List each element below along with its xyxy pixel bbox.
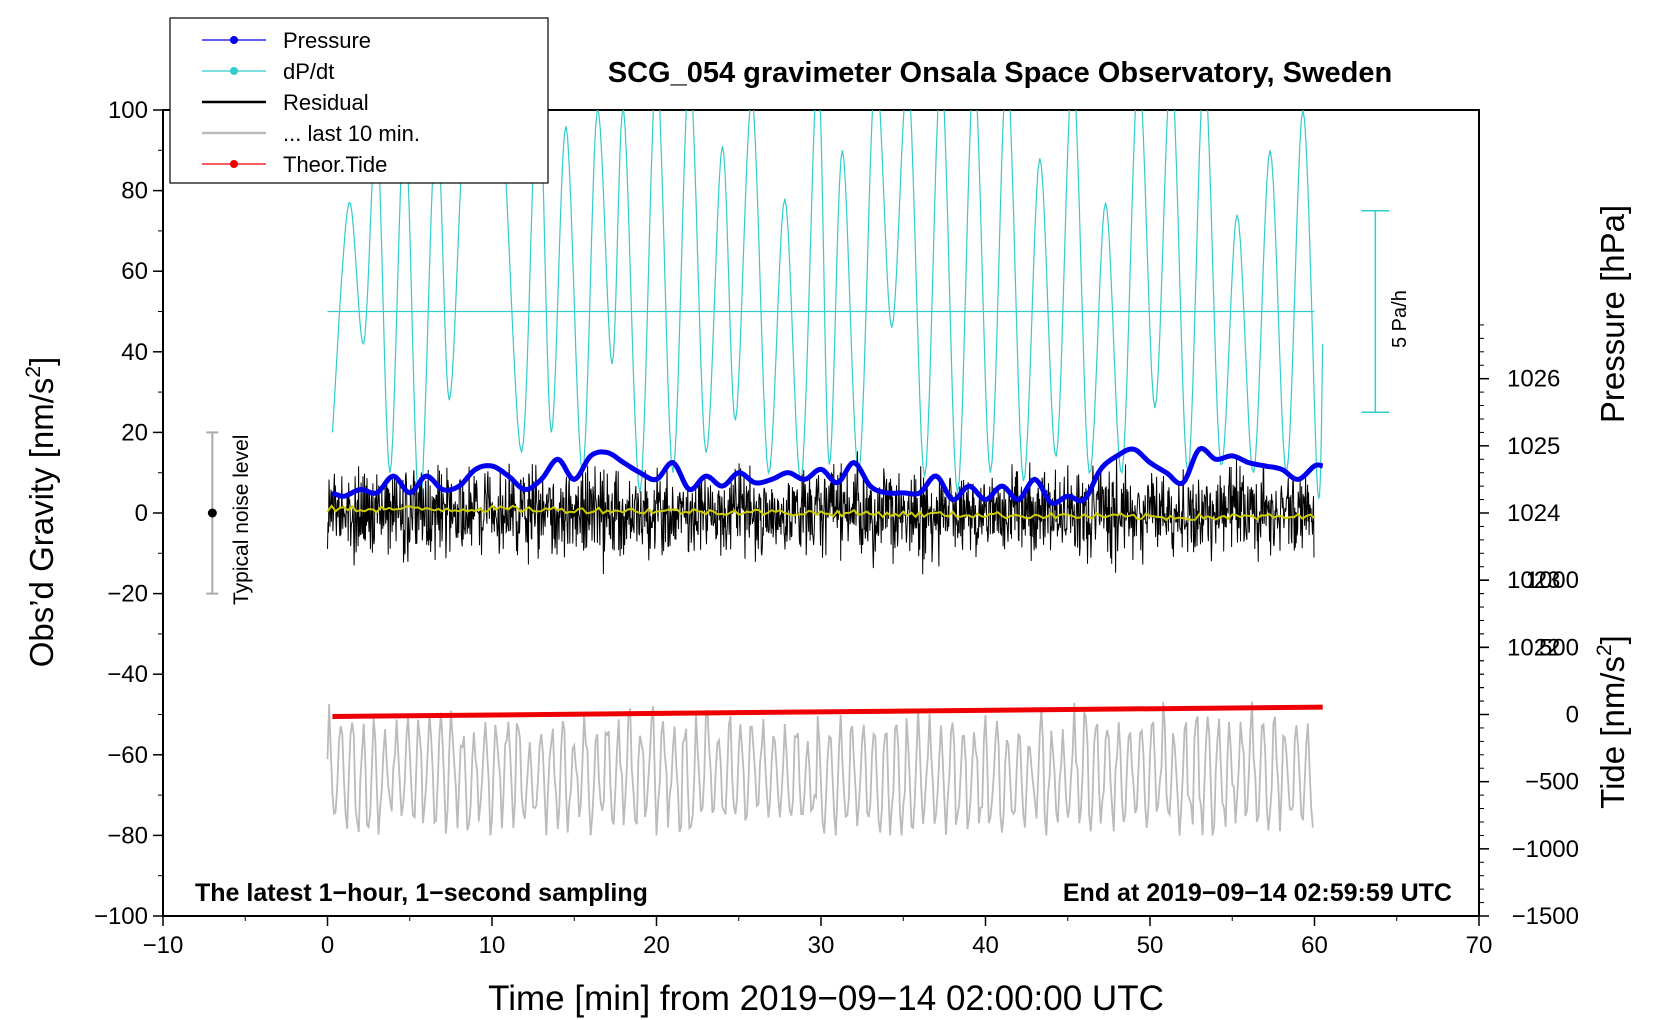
y-tick-label: −40 <box>107 661 148 688</box>
series-theor-tide-line <box>332 704 1323 720</box>
tide-tick-label: −500 <box>1525 769 1579 796</box>
annotation-latest: The latest 1−hour, 1−second sampling <box>195 879 648 907</box>
y-axis-label-left-main: Obs’d Gravity [nm/s <box>23 378 60 668</box>
legend-label: Residual <box>283 90 369 115</box>
legend-item: dP/dt <box>202 59 334 84</box>
tide-tick-label: −1000 <box>1512 836 1579 863</box>
legend-item: Theor.Tide <box>202 152 387 177</box>
y-tick-label: −20 <box>107 581 148 608</box>
legend-label: Theor.Tide <box>283 152 387 177</box>
series-dpdt-line <box>331 110 1324 514</box>
y-axis-label-left: Obs’d Gravity [nm/s2] <box>22 357 60 668</box>
legend-label: ... last 10 min. <box>283 121 420 146</box>
legend-item: ... last 10 min. <box>202 121 420 146</box>
y-tick-label: 80 <box>121 178 148 205</box>
y-axis-right-tide: −1500 −1000 −500 0 500 1000 <box>1479 567 1579 930</box>
legend-box <box>169 17 549 184</box>
dpdt-bar-label: 5 Pa/h <box>1389 290 1411 348</box>
pressure-tick-label: 1026 <box>1507 366 1560 393</box>
dpdt-scale-bar <box>1361 210 1390 413</box>
y-tick-label: −60 <box>107 742 148 769</box>
x-tick-label: 50 <box>1137 932 1164 959</box>
y-axis-left: −100 −80 −60 −40 −20 0 20 40 60 80 100 <box>94 97 163 930</box>
y-tick-label: 40 <box>121 339 148 366</box>
y-tick-label: 0 <box>135 500 148 527</box>
y-axis-label-tide: Tide [nm/s2] <box>1593 635 1631 809</box>
pressure-tick-label: 1023 <box>1507 567 1560 594</box>
tide-tick-label: 1000 <box>1526 567 1579 594</box>
y-axis-label-pressure: Pressure [hPa] <box>1594 205 1631 423</box>
legend-swatch-marker <box>230 160 238 168</box>
y-tick-label: 20 <box>121 419 148 446</box>
noise-bar <box>206 431 219 595</box>
y-axis-label-left-end: ] <box>23 357 60 366</box>
y-tick-label: 100 <box>108 97 148 124</box>
pressure-tick-label: 1025 <box>1507 433 1560 460</box>
tide-tick-label: −1500 <box>1512 903 1579 930</box>
x-axis-label: Time [min] from 2019−09−14 02:00:00 UTC <box>488 979 1164 1018</box>
legend-item: Residual <box>202 90 369 115</box>
series-layer <box>326 110 1324 836</box>
tide-tick-label: 0 <box>1566 702 1579 729</box>
legend-item: Pressure <box>202 28 371 53</box>
x-tick-label: 10 <box>479 932 506 959</box>
series-pressure-line <box>331 445 1324 507</box>
x-tick-label: 40 <box>972 932 999 959</box>
x-axis: −10 0 10 20 30 40 50 60 70 <box>143 916 1493 959</box>
x-tick-label: 60 <box>1301 932 1328 959</box>
y-axis-label-tide-main: Tide [nm/s <box>1594 656 1631 809</box>
x-tick-label: 30 <box>808 932 835 959</box>
noise-bar-center-dot <box>207 508 217 518</box>
series-last-10min-line <box>326 701 1314 836</box>
chart-title: SCG_054 gravimeter Onsala Space Observat… <box>608 57 1392 89</box>
tide-tick-label: 500 <box>1539 634 1579 661</box>
legend-swatch-marker <box>230 36 238 44</box>
x-tick-label: 20 <box>643 932 670 959</box>
legend-label: dP/dt <box>283 59 334 84</box>
noise-bar-label: Typical noise level <box>230 435 253 605</box>
y-axis-label-tide-end: ] <box>1594 635 1631 644</box>
y-axis-label-left-sup: 2 <box>22 366 45 378</box>
y-tick-label: −80 <box>107 822 148 849</box>
legend-label: Pressure <box>283 28 371 53</box>
y-tick-label: 60 <box>121 258 148 285</box>
series-residual-line <box>327 451 1315 575</box>
pressure-tick-label: 1022 <box>1507 634 1560 661</box>
x-tick-label: −10 <box>143 932 184 959</box>
y-axis-label-tide-sup: 2 <box>1593 644 1616 656</box>
series-residual-smoothed-line <box>326 504 1316 522</box>
annotation-end-time: End at 2019−09−14 02:59:59 UTC <box>1063 879 1452 907</box>
x-tick-label: 70 <box>1466 932 1493 959</box>
pressure-tick-label: 1024 <box>1507 500 1560 527</box>
y-tick-label: −100 <box>94 903 148 930</box>
y-axis-right-pressure: 1022 1023 1024 1025 1026 <box>1479 324 1560 702</box>
legend-swatch-marker <box>230 67 238 75</box>
x-tick-label: 0 <box>321 932 334 959</box>
legend: Pressure dP/dt Residual ... last 10 min. The… <box>169 17 549 184</box>
